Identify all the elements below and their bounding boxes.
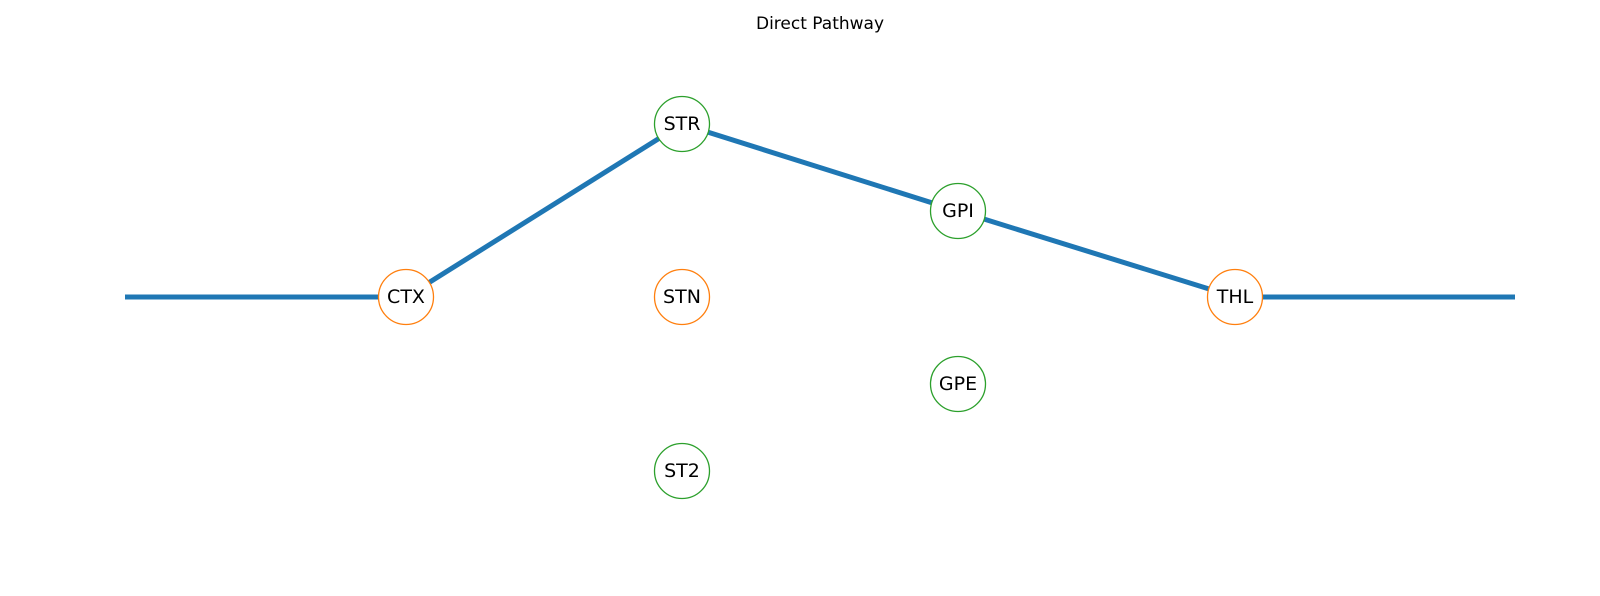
node-thl-label: THL bbox=[1216, 286, 1254, 308]
node-gpi-label: GPI bbox=[942, 200, 974, 222]
node-st2-circle bbox=[653, 442, 711, 500]
node-stn-circle bbox=[653, 268, 711, 326]
node-gpe-circle bbox=[929, 355, 987, 413]
node-gpi: GPI bbox=[929, 182, 987, 240]
pathway-edges bbox=[125, 129, 1515, 300]
node-gpe-label: GPE bbox=[939, 373, 977, 395]
diagram-title: Direct Pathway bbox=[756, 14, 884, 34]
node-gpe: GPE bbox=[929, 355, 987, 413]
node-thl: THL bbox=[1206, 268, 1264, 326]
pathway-edge-str-gpi bbox=[707, 129, 933, 206]
node-stn-label: STN bbox=[663, 286, 701, 308]
pathway-edge-ctx-str bbox=[427, 136, 661, 285]
node-ctx-circle bbox=[377, 268, 435, 326]
node-st2-label: ST2 bbox=[664, 460, 700, 482]
node-ctx: CTX bbox=[377, 268, 435, 326]
node-str: STR bbox=[653, 95, 711, 153]
node-ctx-label: CTX bbox=[387, 286, 425, 308]
node-gpi-circle bbox=[929, 182, 987, 240]
node-thl-circle bbox=[1206, 268, 1264, 326]
node-str-label: STR bbox=[664, 113, 701, 135]
node-stn: STN bbox=[653, 268, 711, 326]
node-str-circle bbox=[653, 95, 711, 153]
pathway-edge-gpi-thl bbox=[983, 216, 1210, 292]
node-st2: ST2 bbox=[653, 442, 711, 500]
